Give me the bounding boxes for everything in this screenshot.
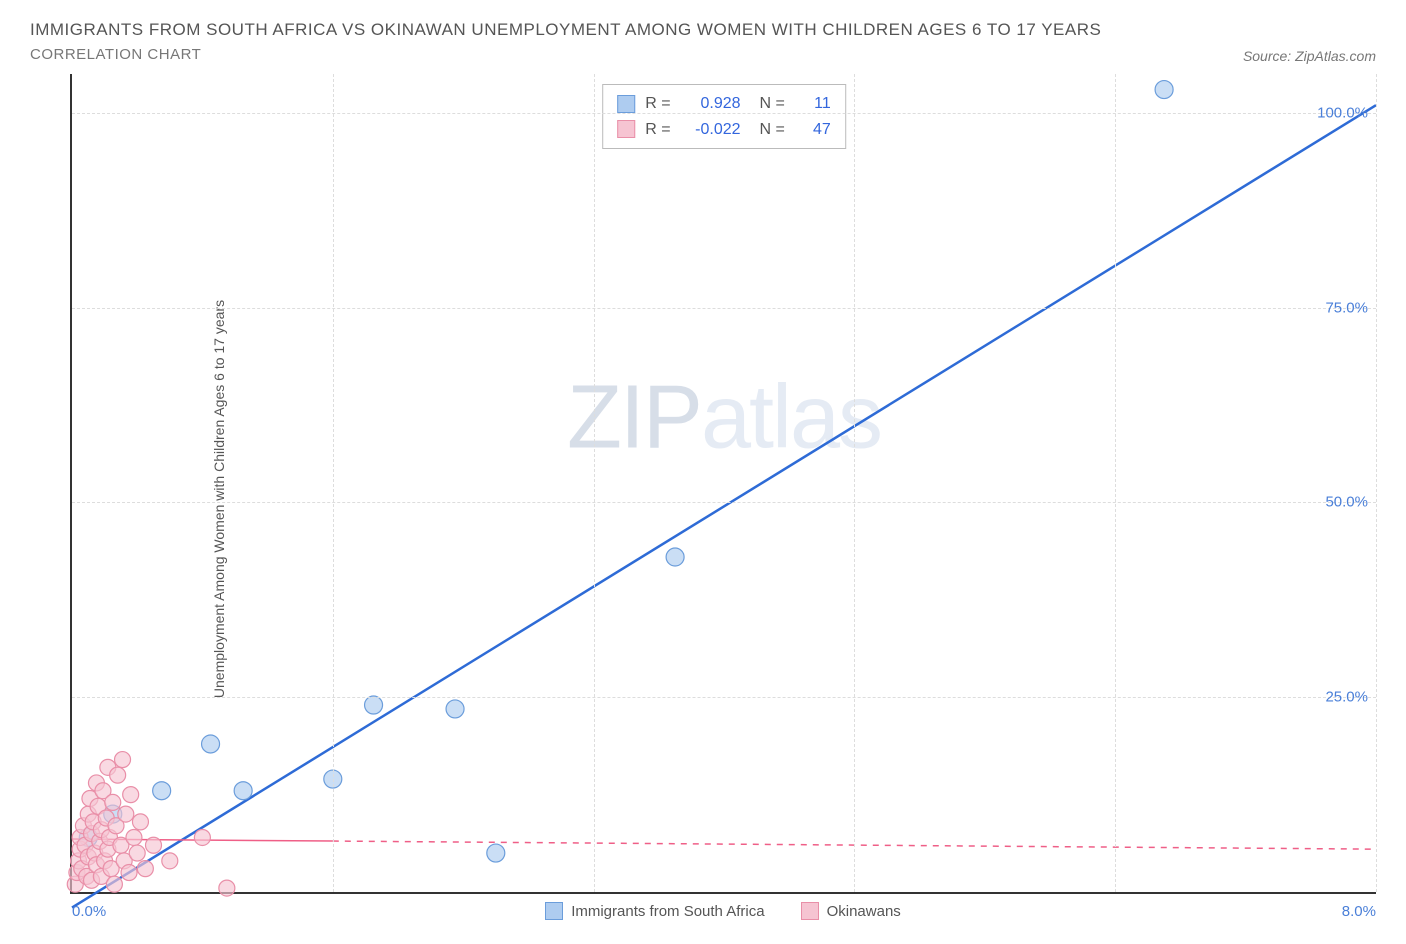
gridline <box>72 113 1376 114</box>
v-gridline <box>854 74 855 892</box>
chart-subtitle: CORRELATION CHART <box>30 46 1101 63</box>
legend-item-sa: Immigrants from South Africa <box>545 902 764 920</box>
chart-title: IMMIGRANTS FROM SOUTH AFRICA VS OKINAWAN… <box>30 20 1101 40</box>
data-point-ok <box>162 853 178 869</box>
data-point-ok <box>132 814 148 830</box>
legend-swatch-ok <box>801 902 819 920</box>
data-point-sa <box>1155 81 1173 99</box>
data-point-ok <box>115 752 131 768</box>
data-point-sa <box>487 844 505 862</box>
y-tick-label: 50.0% <box>1325 494 1368 511</box>
y-tick-label: 75.0% <box>1325 299 1368 316</box>
v-gridline <box>333 74 334 892</box>
data-point-ok <box>123 787 139 803</box>
v-gridline <box>594 74 595 892</box>
data-point-sa <box>202 735 220 753</box>
gridline <box>72 502 1376 503</box>
x-tick-label: 0.0% <box>72 903 106 920</box>
legend-label-ok: Okinawans <box>827 903 901 920</box>
plot-area: ZIPatlas R =0.928 N =11R =-0.022 N =47 2… <box>70 74 1376 894</box>
legend: Immigrants from South Africa Okinawans <box>70 902 1376 924</box>
data-point-ok <box>137 861 153 877</box>
data-point-ok <box>106 876 122 892</box>
data-point-ok <box>105 794 121 810</box>
data-point-sa <box>234 782 252 800</box>
chart-container: Unemployment Among Women with Children A… <box>30 74 1376 924</box>
gridline <box>72 308 1376 309</box>
data-point-sa <box>446 700 464 718</box>
v-gridline <box>1376 74 1377 892</box>
data-point-ok <box>146 837 162 853</box>
data-point-ok <box>121 865 137 881</box>
y-tick-label: 100.0% <box>1317 104 1368 121</box>
source-label: Source: ZipAtlas.com <box>1243 48 1376 64</box>
plot-svg <box>72 74 1376 892</box>
data-point-ok <box>126 829 142 845</box>
data-point-ok <box>118 806 134 822</box>
data-point-sa <box>666 548 684 566</box>
data-point-ok <box>110 767 126 783</box>
trend-line-sa <box>72 105 1376 907</box>
data-point-ok <box>219 880 235 896</box>
y-tick-label: 25.0% <box>1325 689 1368 706</box>
v-gridline <box>1115 74 1116 892</box>
data-point-ok <box>129 845 145 861</box>
legend-label-sa: Immigrants from South Africa <box>571 903 764 920</box>
x-tick-label: 8.0% <box>1342 903 1376 920</box>
data-point-sa <box>365 696 383 714</box>
data-point-ok <box>194 829 210 845</box>
legend-item-ok: Okinawans <box>801 902 901 920</box>
gridline <box>72 697 1376 698</box>
legend-swatch-sa <box>545 902 563 920</box>
data-point-sa <box>153 782 171 800</box>
